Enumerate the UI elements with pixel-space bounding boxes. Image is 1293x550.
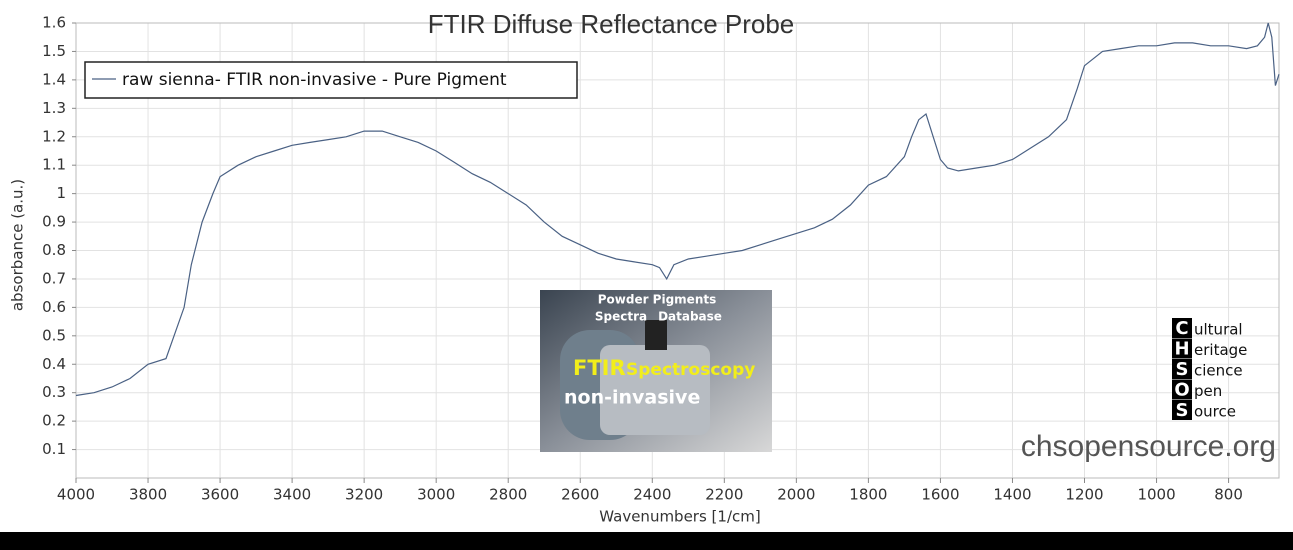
y-tick-label: 1.6 <box>42 14 66 32</box>
y-tick-label: 0.3 <box>42 383 66 401</box>
y-tick-label: 1.3 <box>42 99 66 117</box>
logo-box <box>1172 318 1192 338</box>
inset-text: Spectra <box>595 310 647 324</box>
logo-word: pen <box>1194 382 1222 400</box>
logo-letter: S <box>1176 400 1189 421</box>
x-tick-label: 3600 <box>201 486 239 504</box>
chart-title: FTIR Diffuse Reflectance Probe <box>428 9 795 39</box>
logo-letter: H <box>1174 339 1189 360</box>
y-tick-label: 0.8 <box>42 241 66 259</box>
logo-letter: C <box>1175 318 1188 339</box>
y-tick-label: 1.5 <box>42 42 66 60</box>
probe-tip <box>645 320 667 350</box>
inset-text: Spectroscopy <box>626 360 755 380</box>
logo-word: ultural <box>1194 321 1243 339</box>
y-tick-label: 0.6 <box>42 298 66 316</box>
x-tick-label: 1200 <box>1065 486 1103 504</box>
x-axis-label: Wavenumbers [1/cm] <box>599 508 760 526</box>
legend-label: raw sienna- FTIR non-invasive - Pure Pig… <box>122 70 507 90</box>
y-tick-label: 0.5 <box>42 326 66 344</box>
y-tick-label: 0.2 <box>42 412 66 430</box>
y-tick-label: 1 <box>56 184 66 202</box>
y-tick-label: 0.4 <box>42 355 66 373</box>
x-tick-label: 1400 <box>993 486 1031 504</box>
x-tick-label: 1600 <box>921 486 959 504</box>
x-tick-label: 800 <box>1214 486 1243 504</box>
x-tick-label: 2800 <box>489 486 527 504</box>
logo-word: eritage <box>1194 341 1247 359</box>
data-line <box>75 22 1280 397</box>
logo-word: ource <box>1194 403 1236 421</box>
x-tick-label: 4000 <box>57 486 95 504</box>
inset-text: Powder Pigments <box>598 293 717 307</box>
inset-text: non-invasive <box>564 387 700 409</box>
probe-body <box>600 345 710 435</box>
x-tick-label: 3200 <box>345 486 383 504</box>
x-tick-label: 1800 <box>849 486 887 504</box>
x-tick-label: 2400 <box>633 486 671 504</box>
inset-photo: Powder Pigments Spectra Database FTIR Sp… <box>540 290 772 452</box>
inset-text: FTIR <box>573 356 626 380</box>
x-tick-label: 3000 <box>417 486 455 504</box>
y-tick-label: 0.1 <box>42 440 66 458</box>
x-tick-label: 2000 <box>777 486 815 504</box>
y-tick-label: 1.2 <box>42 127 66 145</box>
y-tick-label: 1.1 <box>42 156 66 174</box>
watermark: chsopensource.org <box>1021 430 1276 463</box>
y-tick-label: 1.4 <box>42 70 66 88</box>
legend-box <box>84 61 578 99</box>
logo-letter: S <box>1176 359 1189 380</box>
y-tick-label: 0.7 <box>42 269 66 287</box>
logo-box <box>1172 338 1192 359</box>
logo-box <box>1172 379 1192 400</box>
x-tick-label: 2600 <box>561 486 599 504</box>
x-tick-label: 3400 <box>273 486 311 504</box>
logo-letter: O <box>1174 380 1189 401</box>
x-tick-label: 2200 <box>705 486 743 504</box>
logo-box <box>1172 400 1192 420</box>
y-tick-label: 0.9 <box>42 213 66 231</box>
logo-word: cience <box>1194 362 1243 380</box>
x-tick-label: 3800 <box>129 486 167 504</box>
bottom-bar <box>0 532 1293 550</box>
y-axis-label: absorbance (a.u.) <box>9 179 27 311</box>
inset-text: Database <box>658 310 722 324</box>
x-tick-label: 1000 <box>1137 486 1175 504</box>
logo-box <box>1172 359 1192 379</box>
